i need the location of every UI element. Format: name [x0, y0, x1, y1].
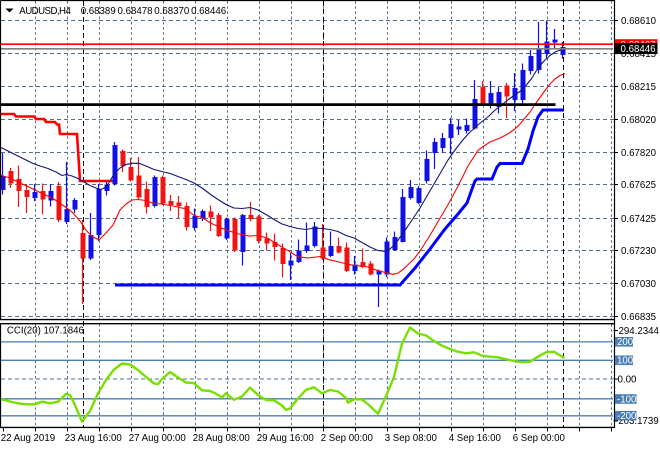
svg-text:29 Aug 16:00: 29 Aug 16:00: [257, 433, 315, 444]
svg-text:22 Aug 2019: 22 Aug 2019: [1, 433, 55, 444]
svg-text:0.00: 0.00: [618, 374, 637, 385]
svg-text:0.68389: 0.68389: [81, 6, 116, 17]
svg-text:0.66835: 0.66835: [621, 312, 656, 323]
svg-text:0.68446: 0.68446: [621, 44, 656, 55]
svg-text:0.68020: 0.68020: [621, 115, 657, 126]
svg-text:28 Aug 08:00: 28 Aug 08:00: [193, 433, 251, 444]
svg-text:0.67625: 0.67625: [621, 180, 656, 191]
svg-text:100: 100: [617, 356, 634, 367]
svg-text:0.68415: 0.68415: [621, 49, 656, 60]
svg-text:6 Sep 00:00: 6 Sep 00:00: [513, 433, 566, 444]
svg-text:200: 200: [617, 337, 634, 348]
svg-text:-203.1739: -203.1739: [615, 416, 659, 427]
svg-text:0.67030: 0.67030: [621, 279, 657, 290]
svg-text:3 Sep 08:00: 3 Sep 08:00: [385, 433, 438, 444]
svg-text:23 Aug 16:00: 23 Aug 16:00: [65, 433, 123, 444]
svg-text:4 Sep 16:00: 4 Sep 16:00: [449, 433, 502, 444]
svg-text:0.67820: 0.67820: [621, 148, 657, 159]
svg-text:AUDUSD,H4: AUDUSD,H4: [19, 6, 71, 17]
svg-text:0.67230: 0.67230: [621, 246, 657, 257]
svg-text:0.68610: 0.68610: [621, 16, 657, 27]
svg-text:-200: -200: [617, 411, 637, 422]
svg-text:27 Aug 00:00: 27 Aug 00:00: [129, 433, 187, 444]
svg-text:CCI(20) 107.1846: CCI(20) 107.1846: [7, 326, 84, 337]
svg-text:2 Sep 00:00: 2 Sep 00:00: [321, 433, 374, 444]
svg-text:0.68478: 0.68478: [118, 6, 153, 17]
svg-text:-100: -100: [617, 394, 637, 405]
svg-text:294.2344: 294.2344: [619, 326, 660, 337]
svg-text:0.67425: 0.67425: [621, 214, 656, 225]
svg-text:0.68370: 0.68370: [154, 6, 190, 17]
svg-text:0.68215: 0.68215: [621, 82, 656, 93]
svg-text:0.68446: 0.68446: [191, 6, 226, 17]
